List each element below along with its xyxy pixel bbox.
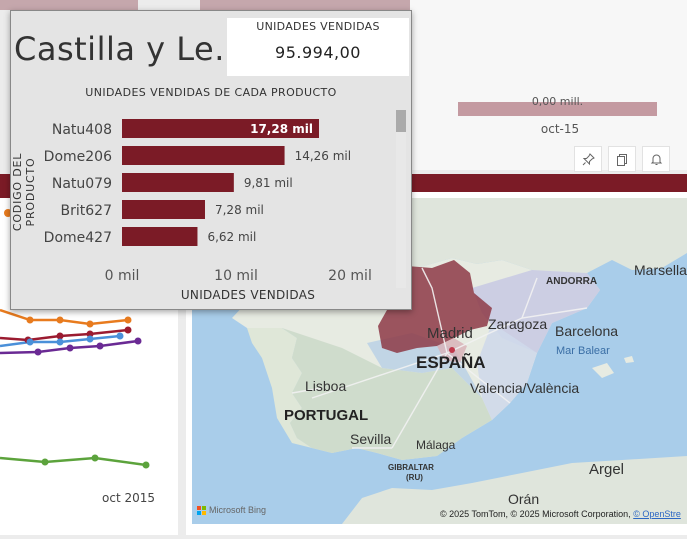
kpi-label: UNIDADES VENDIDAS — [256, 20, 380, 33]
x-tick-label: 10 mil — [214, 268, 258, 284]
map-label-valencia: Valencia/València — [470, 380, 580, 396]
time-chart-panel — [410, 0, 687, 170]
bar-chart-x-axis-title: UNIDADES VENDIDAS — [180, 288, 316, 302]
line-series-red — [0, 328, 129, 342]
map-label-marseille: Marsella — [634, 262, 687, 278]
value-label-dome427: 6,62 mil — [207, 230, 256, 244]
map-label-lisboa: Lisboa — [305, 378, 347, 394]
map-copyright: © 2025 TomTom, © 2025 Microsoft Corporat… — [440, 509, 681, 519]
copy-icon[interactable] — [608, 146, 636, 172]
map-label-zaragoza: Zaragoza — [488, 316, 548, 332]
map-label-sevilla: Sevilla — [350, 431, 392, 447]
bar-brit627[interactable] — [122, 200, 205, 219]
bar-natu079[interactable] — [122, 173, 234, 192]
bar-natu408[interactable] — [122, 119, 319, 138]
map-label-gibraltar: GIBRALTAR — [388, 463, 434, 472]
map-label-malaga: Málaga — [416, 438, 456, 452]
time-chart-value-label: 0,00 mill. — [531, 95, 584, 108]
map-label-mar-balear: Mar Balear — [556, 345, 610, 357]
time-chart-x-label: oct-15 — [540, 122, 580, 136]
map-label-madrid: Madrid — [427, 325, 473, 342]
bar-chart-scrollbar-thumb[interactable] — [396, 110, 406, 132]
background-visual-top-left — [0, 0, 138, 10]
background-visual-top-mid — [200, 0, 410, 10]
bar-chart-svg: Natu408 17,28 mil Dome206 14,26 mil Natu079 9… — [44, 119, 372, 284]
value-label-brit627: 7,28 mil — [215, 203, 264, 217]
category-label-dome206: Dome206 — [44, 149, 112, 165]
line-series-green — [0, 456, 147, 467]
bing-attribution-text: Microsoft Bing — [209, 505, 267, 515]
bell-icon[interactable] — [642, 146, 670, 172]
bar-chart-scrollbar-track[interactable] — [396, 110, 406, 288]
bar-chart-title: UNIDADES VENDIDAS DE CADA PRODUCTO — [85, 86, 337, 99]
microsoft-logo-icon — [197, 505, 206, 515]
map-label-gibraltar-ru: (RU) — [406, 473, 423, 482]
map-copyright-link[interactable]: © OpenStre — [633, 509, 681, 519]
map-label-argel: Argel — [589, 461, 625, 478]
bing-attribution: Microsoft Bing — [197, 505, 266, 515]
line-chart-x-label: oct 2015 — [102, 491, 155, 505]
bar-dome427[interactable] — [122, 227, 198, 246]
value-label-dome206: 14,26 mil — [295, 149, 352, 163]
time-chart-bar[interactable] — [458, 102, 657, 116]
x-tick-label: 20 mil — [328, 268, 372, 284]
map-label-espana: ESPAÑA — [416, 353, 486, 372]
pin-icon[interactable] — [574, 146, 602, 172]
value-label-natu408: 17,28 mil — [250, 122, 313, 136]
map-label-barcelona: Barcelona — [555, 323, 619, 339]
line-series-orange — [0, 308, 129, 326]
line-chart-svg — [0, 209, 150, 469]
map-label-portugal: PORTUGAL — [284, 407, 369, 424]
page-title: Castilla y Le... — [14, 30, 247, 68]
value-label-natu079: 9,81 mil — [244, 176, 293, 190]
category-label-natu079: Natu079 — [52, 176, 112, 192]
x-tick-label: 0 mil — [105, 268, 140, 284]
kpi-card[interactable] — [227, 18, 409, 76]
map-label-andorra: ANDORRA — [546, 276, 598, 287]
category-label-natu408: Natu408 — [52, 122, 112, 138]
category-label-brit627: Brit627 — [61, 203, 112, 219]
category-label-dome427: Dome427 — [44, 230, 112, 246]
kpi-value: 95.994,00 — [275, 43, 361, 62]
visual-header-toolbar — [574, 146, 670, 172]
bar-dome206[interactable] — [122, 146, 285, 165]
map-label-oran: Orán — [508, 491, 540, 507]
map-copyright-text: © 2025 TomTom, © 2025 Microsoft Corporat… — [440, 509, 631, 519]
